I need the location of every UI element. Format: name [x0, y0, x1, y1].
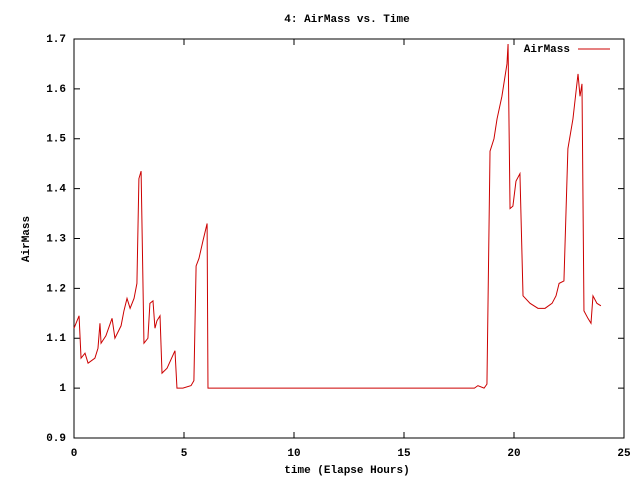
- x-axis-label: time (Elapse Hours): [284, 465, 409, 477]
- y-tick-label: 1.4: [46, 184, 66, 196]
- y-tick-label: 1.6: [46, 84, 66, 96]
- x-tick-label: 10: [287, 448, 300, 460]
- x-tick-label: 0: [71, 448, 78, 460]
- y-tick-label: 1.7: [46, 34, 66, 46]
- x-tick-label: 15: [397, 448, 411, 460]
- legend-label: AirMass: [524, 44, 570, 56]
- y-tick-label: 1.1: [46, 333, 66, 345]
- y-tick-label: 1.2: [46, 283, 66, 295]
- x-tick-label: 20: [507, 448, 520, 460]
- plot-border: [73, 38, 625, 439]
- chart-title: 4: AirMass vs. Time: [284, 14, 410, 26]
- y-tick-label: 1.5: [46, 134, 66, 146]
- x-tick-label: 5: [181, 448, 188, 460]
- y-tick-label: 1: [59, 383, 66, 395]
- y-axis-label: AirMass: [21, 216, 33, 262]
- x-tick-label: 25: [617, 448, 631, 460]
- y-tick-label: 1.3: [46, 233, 66, 245]
- y-tick-label: 0.9: [46, 433, 66, 445]
- data-line: [73, 43, 602, 389]
